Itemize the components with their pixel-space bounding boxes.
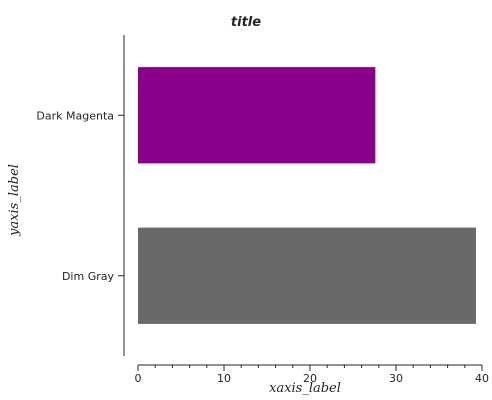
- bar-dim-gray: [138, 227, 476, 324]
- y-axis-label: yaxis_label: [7, 164, 22, 237]
- x-tick-label: 10: [217, 372, 231, 385]
- x-tick-label: 30: [389, 372, 403, 385]
- y-tick-label: Dim Gray: [62, 270, 115, 283]
- x-tick-label: 40: [475, 372, 489, 385]
- chart-title: title: [231, 15, 261, 30]
- y-tick-label: Dark Magenta: [36, 109, 114, 122]
- x-axis-label: xaxis_label: [269, 381, 341, 396]
- bar-dark-magenta: [138, 67, 376, 164]
- x-tick-label: 20: [303, 372, 317, 385]
- plot-area: 0 10 20 30 40 Dim Gray Dark Magenta: [36, 35, 489, 385]
- x-tick-label: 0: [135, 372, 142, 385]
